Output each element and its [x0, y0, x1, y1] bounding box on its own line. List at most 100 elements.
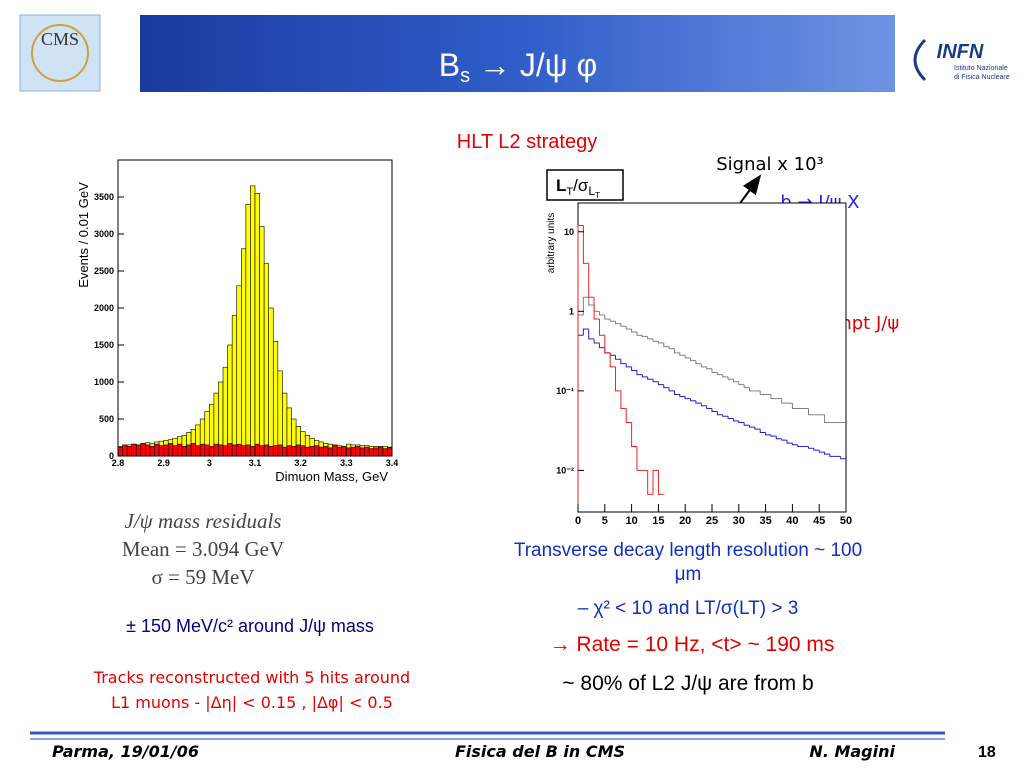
hist-bar	[222, 445, 228, 457]
footer-talk: Fisica del B in CMS	[455, 742, 625, 761]
x-tick-label: 50	[840, 515, 852, 527]
hist-step	[700, 363, 707, 368]
hist-step	[615, 321, 621, 325]
hist-step	[652, 379, 659, 383]
hist-bar	[272, 340, 279, 457]
hist-bar	[323, 446, 329, 457]
hist-bar	[254, 443, 260, 457]
y-tick-label: 10⁻¹	[556, 386, 574, 396]
y-tick-label: 1500	[94, 340, 114, 350]
x-tick-label: 3.2	[294, 458, 307, 468]
hist-step	[791, 403, 798, 410]
hist-bar	[341, 446, 347, 457]
hist-step	[824, 414, 830, 424]
y-tick-label: 500	[99, 414, 114, 424]
y-axis-label: Events / 0.01 GeV	[76, 182, 91, 288]
hist-step	[631, 422, 637, 447]
tracks-text: Tracks reconstructed with 5 hits around	[93, 668, 410, 687]
x-axis-label: Dimuon Mass, GeV	[275, 469, 388, 484]
annotation: Signal x 10³	[716, 154, 824, 175]
hist-step	[807, 446, 814, 449]
hist-bar	[259, 445, 265, 457]
plot-frame	[577, 202, 847, 513]
hist-step	[738, 420, 745, 424]
cut-text: – χ² < 10 and LT/σ(LT) > 3	[578, 598, 799, 619]
hist-bar	[277, 370, 283, 457]
residual-text: J/ψ mass residuals	[125, 509, 282, 533]
hist-bar	[245, 444, 251, 457]
infn-arc	[913, 38, 927, 82]
mass-window: ± 150 MeV/c² around J/ψ mass	[126, 616, 374, 636]
hist-step	[695, 360, 702, 365]
hist-step	[582, 328, 589, 336]
hist-step	[604, 314, 611, 320]
hist-bar	[222, 366, 228, 457]
hist-step	[759, 429, 766, 433]
hist-step	[609, 352, 616, 368]
hist-bar	[268, 446, 274, 457]
x-tick-label: 35	[759, 515, 771, 527]
hist-step	[684, 355, 691, 359]
hist-step	[593, 338, 600, 344]
hist-step	[673, 348, 680, 354]
y-tick-label: 0	[109, 451, 114, 461]
hist-step	[797, 444, 804, 447]
hist-bar	[209, 446, 215, 457]
hist-step	[840, 456, 846, 460]
y-axis-label: arbitrary units	[546, 213, 557, 274]
hist-bar	[241, 248, 247, 457]
hist-bar	[295, 444, 301, 457]
hist-bar	[336, 446, 343, 457]
hist-bar	[186, 444, 192, 457]
hist-bar	[346, 447, 352, 457]
hist-bar	[259, 226, 265, 457]
ratio-label: LT/σLT	[556, 176, 600, 200]
x-tick-label: 3.3	[340, 458, 353, 468]
footer-place: Parma, 19/01/06	[52, 742, 199, 761]
hist-step	[813, 448, 820, 451]
hist-step	[647, 376, 654, 380]
hist-step	[690, 357, 696, 362]
tracks-text: L1 muons - |Δη| < 0.15 , |Δφ| < 0.5	[111, 693, 393, 712]
hist-step	[781, 398, 788, 404]
hist-bar	[227, 344, 233, 457]
x-tick-label: 3	[207, 458, 212, 468]
hist-step	[588, 297, 595, 306]
hist-step	[652, 469, 659, 495]
hist-bar	[286, 445, 292, 457]
x-tick-label: 0	[575, 515, 581, 527]
hist-step	[829, 454, 836, 457]
hist-bar	[163, 444, 169, 457]
hist-bar	[218, 444, 224, 457]
x-tick-label: 2.9	[157, 458, 170, 468]
hist-step	[588, 263, 595, 298]
hist-bar	[300, 445, 306, 457]
hist-bar	[149, 446, 155, 457]
hist-bar	[332, 445, 338, 457]
hist-step	[732, 379, 739, 383]
hist-bar	[236, 443, 242, 457]
fraction-text: ~ 80% of L2 J/ψ are from b	[562, 672, 813, 695]
footer-author: N. Magini	[809, 742, 895, 761]
hist-step	[818, 450, 825, 453]
hist-step	[609, 319, 616, 322]
hist-step	[722, 414, 729, 417]
hist-bar	[140, 443, 146, 457]
hist-step	[700, 403, 707, 407]
x-tick-label: 20	[679, 515, 691, 527]
hist-bar	[327, 447, 333, 457]
hist-step	[743, 422, 750, 426]
hist-step	[641, 335, 648, 338]
hist-step	[711, 408, 718, 413]
y-tick-label: 1000	[94, 377, 114, 387]
hist-bar	[350, 446, 356, 457]
hist-step	[641, 374, 648, 378]
hist-bar	[213, 443, 219, 457]
hist-step	[598, 342, 605, 349]
hist-step	[727, 376, 734, 380]
hist-bar	[154, 443, 160, 457]
hist-bar	[387, 447, 393, 457]
hist-step	[706, 366, 712, 370]
hist-step	[620, 390, 627, 410]
